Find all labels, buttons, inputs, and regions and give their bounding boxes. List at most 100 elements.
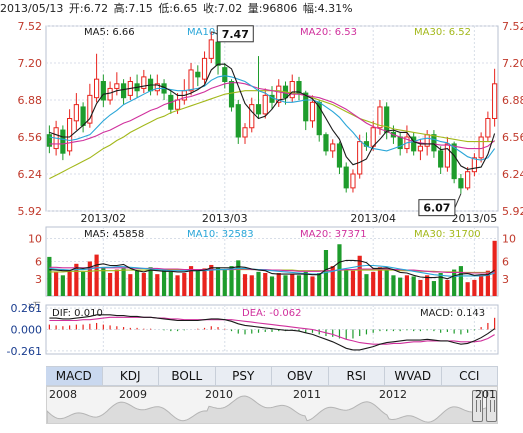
volume-bar [485,270,490,296]
annotation-box [418,199,456,217]
volume-ma10-label: MA10: 32583 [187,229,254,240]
volume-bar [283,275,288,296]
candle-body [235,104,241,138]
volume-bar [398,277,403,296]
volume-bar [418,279,423,296]
price-tick-right: 5.92 [502,205,523,218]
candle-body [343,166,349,189]
volume-bar [438,273,443,296]
volume-unit-label: x万 [28,301,41,310]
quote-open: 开:6.72 [68,2,109,15]
price-ma5-line [49,63,496,170]
volume-ma20-label: MA20: 37371 [300,229,367,240]
candle-body [458,178,464,189]
volume-bar [175,275,180,296]
quote-volume: 量:96806 [247,2,298,15]
navigator-right-handle[interactable] [486,390,497,422]
volume-bar [155,274,160,296]
navigator-left-handle[interactable] [472,390,483,422]
candle-body [444,143,450,168]
candle-body [87,94,93,124]
candle-body [309,101,316,122]
annotation-label: 6.07 [423,202,450,215]
volume-bar [94,254,99,296]
volume-bar [384,269,389,296]
volume-ma10-line [49,264,495,277]
quote-change: 幅:4.31% [302,2,353,15]
x-tick-label: 2013/04 [350,212,396,225]
quote-close: 收:7.02 [203,2,243,15]
volume-bar [323,250,329,296]
volume-bar [411,276,416,296]
volume-bar [161,269,167,296]
candle-body [471,157,477,173]
volume-bar [472,279,477,296]
volume-bar [431,281,437,296]
indicator-tabs: MACD KDJ BOLL PSY OBV RSI WVAD CCI [46,366,498,386]
candle-body [465,171,471,189]
navigator-year-label: 2011 [293,388,321,401]
candle-body [323,134,329,152]
price-tick-left: 7.20 [18,57,43,70]
volume-bar [222,269,227,296]
macd-dif-label: DIF: 0.010 [52,308,103,319]
price-panel-frame [45,25,499,212]
candle-body [188,69,194,92]
tab-wvad[interactable]: WVAD [385,367,442,385]
candle-body [100,81,106,101]
candle-body [411,136,417,152]
volume-bar [101,267,106,296]
price-ma10-line [49,75,496,161]
tab-obv[interactable]: OBV [272,367,329,385]
candle-body [431,134,437,152]
candle-body [107,87,113,101]
volume-bar [377,267,383,296]
navigator-area [47,395,497,423]
candle-body [289,81,295,99]
price-ma30-label: MA30: 6.52 [414,27,472,38]
candle-body [478,136,484,159]
range-navigator[interactable]: 2008 2009 2010 2011 2012 2013 [46,386,498,424]
navigator-year-label: 2009 [119,388,147,401]
candle-body [222,67,228,82]
volume-tick-right: 6 [502,256,509,269]
tab-rsi[interactable]: RSI [329,367,385,385]
volume-bar [303,271,308,296]
price-ma10-label: MA10: 6.46 [187,27,245,38]
volume-bar [317,273,322,296]
candle-body [242,127,248,138]
volume-bar [107,273,113,296]
tab-boll[interactable]: BOLL [159,367,216,385]
volume-tick-left: 6 [35,256,42,269]
tab-psy[interactable]: PSY [216,367,272,385]
tab-kdj[interactable]: KDJ [103,367,159,385]
volume-bar [310,276,315,296]
candle-body [357,141,363,175]
volume-bar [168,271,173,296]
annotation-leader [211,31,218,35]
candle-body [60,129,66,154]
volume-bar [344,269,349,296]
volume-bar [182,273,187,296]
candle-body [336,143,343,168]
volume-bar [121,268,126,296]
volume-bar [330,266,335,296]
volume-bar [134,270,140,296]
candle-body [141,76,147,89]
volume-bar [67,270,72,296]
volume-tick-left: 3 [35,273,42,286]
x-tick-label: 2013/02 [80,212,126,225]
tab-macd[interactable]: MACD [46,367,103,385]
macd-tick-left: 0.000 [11,324,43,337]
volume-bar [276,273,281,296]
tab-cci[interactable]: CCI [442,367,498,385]
volume-bar [141,273,146,296]
quote-date: 2013/05/13 [0,2,64,15]
volume-bar [269,276,275,296]
candle-body [276,85,282,103]
quote-header: 2013/05/13 开:6.72 高:7.15 低:6.65 收:7.02 量… [0,0,523,16]
candle-body [451,143,457,180]
volume-tick-right: 3 [502,273,509,286]
volume-bar [391,275,396,296]
macd-tick-left: -0.261 [7,345,42,358]
